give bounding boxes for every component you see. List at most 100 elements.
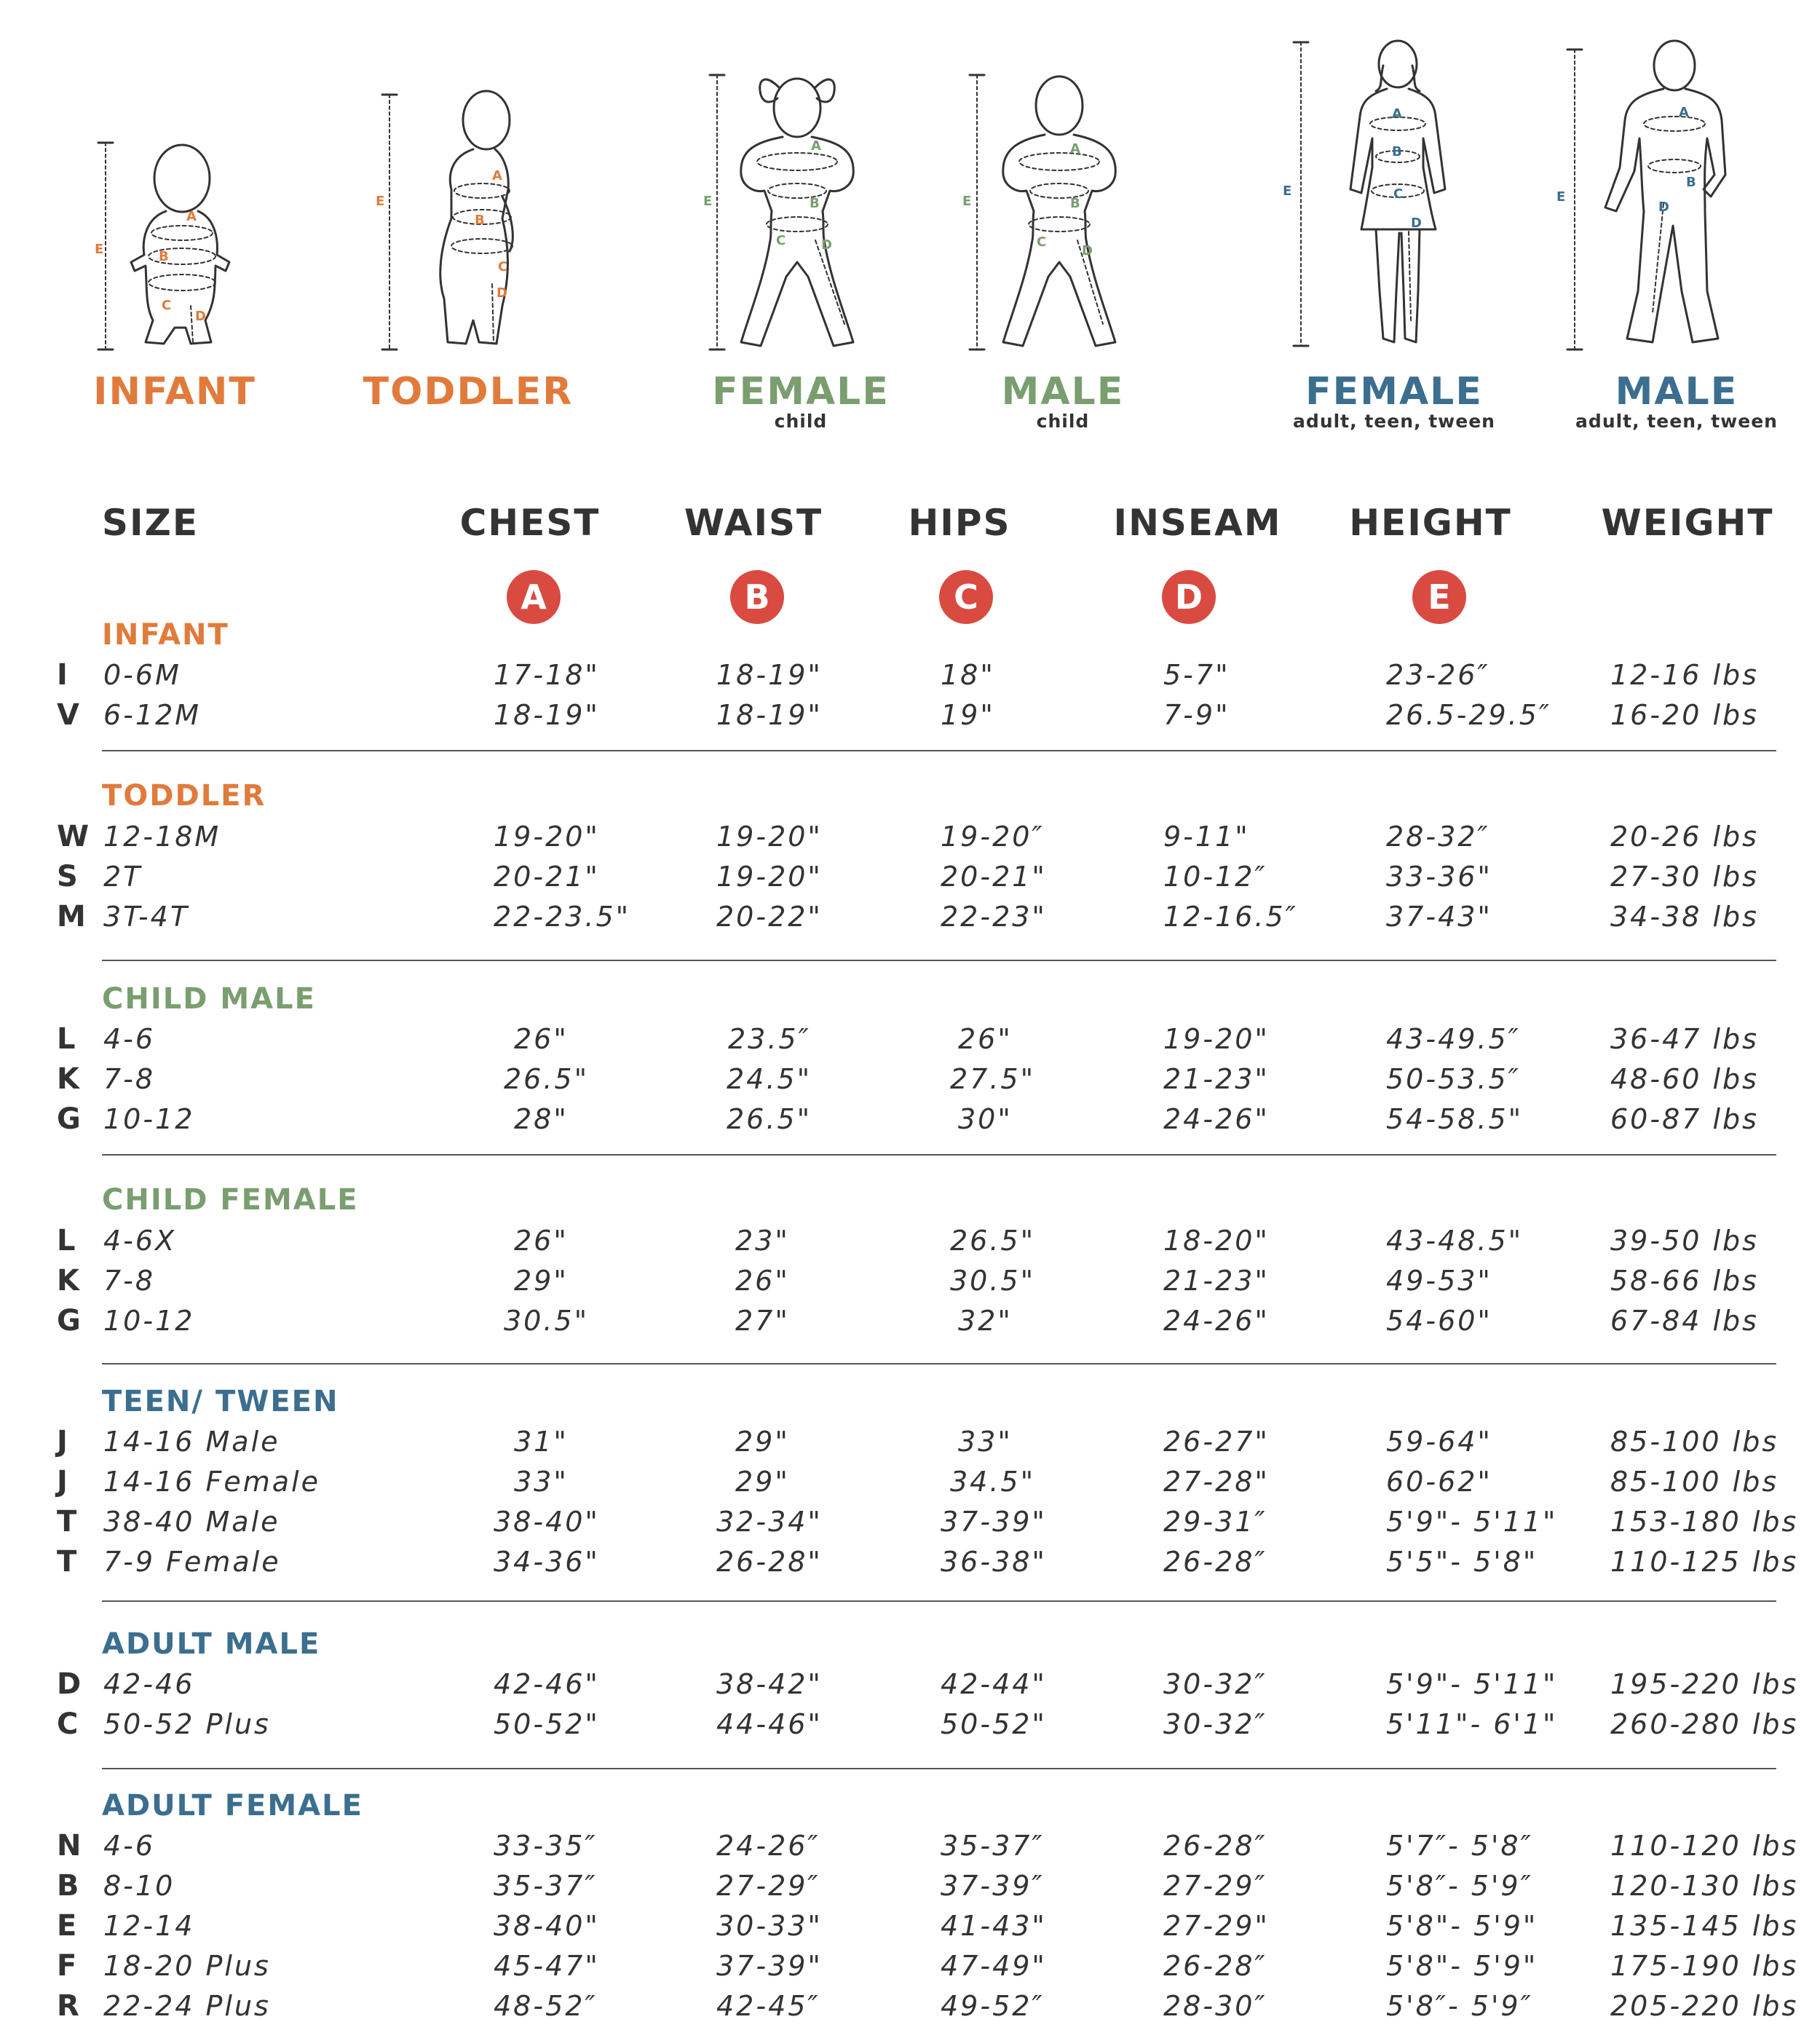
- child-female-marker-e: E: [703, 194, 712, 209]
- adult-female-figure-title: FEMALE: [1305, 370, 1483, 414]
- row-height: 54-60": [1386, 1305, 1492, 1337]
- adult-male-marker-d: D: [1658, 200, 1669, 215]
- row-chest: 48-52″: [494, 1990, 598, 2022]
- row-size: 8-10: [103, 1870, 175, 1902]
- child-male-outline: [1002, 75, 1117, 347]
- row-code: L: [57, 1022, 76, 1056]
- row-hips: 19-20″: [941, 821, 1045, 853]
- adult-female-outline: [1349, 39, 1447, 344]
- row-height: 26.5-29.5″: [1386, 699, 1552, 731]
- row-code: W: [57, 820, 90, 853]
- toddler-figure-title: TODDLER: [363, 370, 574, 414]
- row-hips: 34.5": [950, 1466, 1036, 1498]
- header-inseam: INSEAM: [1113, 502, 1282, 544]
- row-size: 2T: [103, 861, 143, 893]
- adult-female-marker-c: C: [1393, 186, 1403, 202]
- row-inseam: 27-29": [1163, 1910, 1270, 1942]
- table-row: N 4-6 33-35″ 24-26″ 35-37″ 26-28″ 5'7″- …: [0, 1826, 1820, 1866]
- child-male-figure-subtitle: child: [1036, 411, 1090, 432]
- row-chest: 50-52": [494, 1708, 600, 1740]
- row-chest: 28": [514, 1103, 569, 1135]
- group-title-adult-female: ADULT FEMALE: [102, 1789, 363, 1822]
- row-hips: 32": [958, 1305, 1013, 1337]
- adult-female-marker-b: B: [1392, 144, 1402, 159]
- adult-female-figure-subtitle: adult, teen, tween: [1293, 411, 1495, 432]
- adult-male-marker-e: E: [1556, 189, 1565, 205]
- row-waist: 24-26″: [716, 1830, 820, 1862]
- row-code: C: [57, 1707, 79, 1741]
- row-height: 23-26″: [1386, 659, 1490, 691]
- table-row: V 6-12M 18-19" 18-19" 19" 7-9" 26.5-29.5…: [0, 695, 1820, 735]
- row-height: 5'7″- 5'8″: [1386, 1830, 1533, 1862]
- height-rulers: [105, 42, 1575, 350]
- infant-marker-e: E: [95, 242, 103, 257]
- hips-badge: C: [939, 570, 993, 624]
- waist-badge: B: [730, 570, 784, 624]
- row-size: 4-6: [103, 1023, 156, 1055]
- row-height: 50-53.5″: [1386, 1063, 1521, 1095]
- infant-marker-a: A: [186, 209, 197, 224]
- table-row: G 10-12 30.5" 27" 32" 24-26" 54-60" 67-8…: [0, 1301, 1820, 1341]
- row-chest: 18-19": [494, 699, 600, 731]
- row-waist: 20-22": [716, 901, 823, 933]
- row-weight: 58-66 lbs: [1610, 1265, 1759, 1297]
- row-inseam: 12-16.5″: [1163, 901, 1298, 933]
- adult-male-figure-title: MALE: [1615, 370, 1738, 414]
- row-height: 49-53": [1386, 1265, 1492, 1297]
- group-divider: [102, 1600, 1776, 1602]
- row-waist: 23.5″: [728, 1023, 811, 1055]
- table-row: L 4-6X 26" 23" 26.5" 18-20" 43-48.5" 39-…: [0, 1221, 1820, 1261]
- row-weight: 110-120 lbs: [1610, 1830, 1799, 1862]
- child-male-marker-b: B: [1070, 196, 1080, 211]
- table-row: J 14-16 Male 31" 29" 33" 26-27" 59-64" 8…: [0, 1422, 1820, 1462]
- row-inseam: 26-28″: [1163, 1830, 1267, 1862]
- row-size: 14-16 Male: [103, 1426, 280, 1458]
- row-weight: 27-30 lbs: [1610, 861, 1759, 893]
- row-chest: 33-35″: [494, 1830, 598, 1862]
- row-code: F: [57, 1949, 77, 1983]
- row-size: 6-12M: [103, 699, 202, 731]
- child-female-marker-b: B: [810, 196, 820, 211]
- row-height: 33-36": [1386, 861, 1492, 893]
- row-inseam: 19-20": [1163, 1023, 1270, 1055]
- row-size: 12-18M: [103, 821, 221, 853]
- group-title-infant: INFANT: [102, 618, 229, 652]
- row-height: 43-48.5": [1386, 1225, 1524, 1257]
- child-male-marker-d: D: [1082, 243, 1093, 258]
- row-chest: 30.5": [504, 1305, 590, 1337]
- row-hips: 20-21": [941, 861, 1047, 893]
- row-hips: 33": [958, 1426, 1013, 1458]
- row-weight: 120-130 lbs: [1610, 1870, 1799, 1902]
- row-size: 14-16 Female: [103, 1466, 320, 1498]
- adult-female-marker-e: E: [1283, 183, 1291, 199]
- row-inseam: 21-23": [1163, 1265, 1270, 1297]
- row-code: I: [57, 658, 68, 692]
- row-size: 4-6X: [103, 1225, 177, 1257]
- infant-marker-b: B: [159, 249, 169, 264]
- child-female-figure-title: FEMALE: [712, 370, 890, 414]
- row-size: 18-20 Plus: [103, 1950, 271, 1982]
- ruler-caps: [97, 41, 1583, 351]
- row-hips: 26.5": [950, 1225, 1036, 1257]
- row-chest: 17-18": [494, 659, 600, 691]
- child-female-outline: [740, 77, 855, 347]
- row-code: N: [57, 1829, 82, 1863]
- row-waist: 27": [735, 1305, 790, 1337]
- header-chest: CHEST: [459, 502, 601, 544]
- size-figures: E A B C D E A B C D E A B C D E A B C D …: [0, 0, 1820, 451]
- row-waist: 30-33": [716, 1910, 823, 1942]
- infant-figure-title: INFANT: [93, 370, 256, 414]
- header-height: HEIGHT: [1349, 502, 1512, 544]
- child-male-marker-a: A: [1070, 141, 1080, 157]
- row-waist: 26": [735, 1265, 790, 1297]
- row-inseam: 18-20": [1163, 1225, 1270, 1257]
- row-code: K: [57, 1264, 79, 1298]
- row-inseam: 5-7": [1163, 659, 1230, 691]
- row-code: J: [57, 1425, 68, 1458]
- row-code: S: [57, 860, 78, 893]
- row-hips: 22-23": [941, 901, 1047, 933]
- adult-female-marker-a: A: [1392, 106, 1402, 122]
- group-divider: [102, 1363, 1776, 1364]
- toddler-marker-e: E: [376, 194, 384, 209]
- adult-male-marker-b: B: [1686, 175, 1696, 190]
